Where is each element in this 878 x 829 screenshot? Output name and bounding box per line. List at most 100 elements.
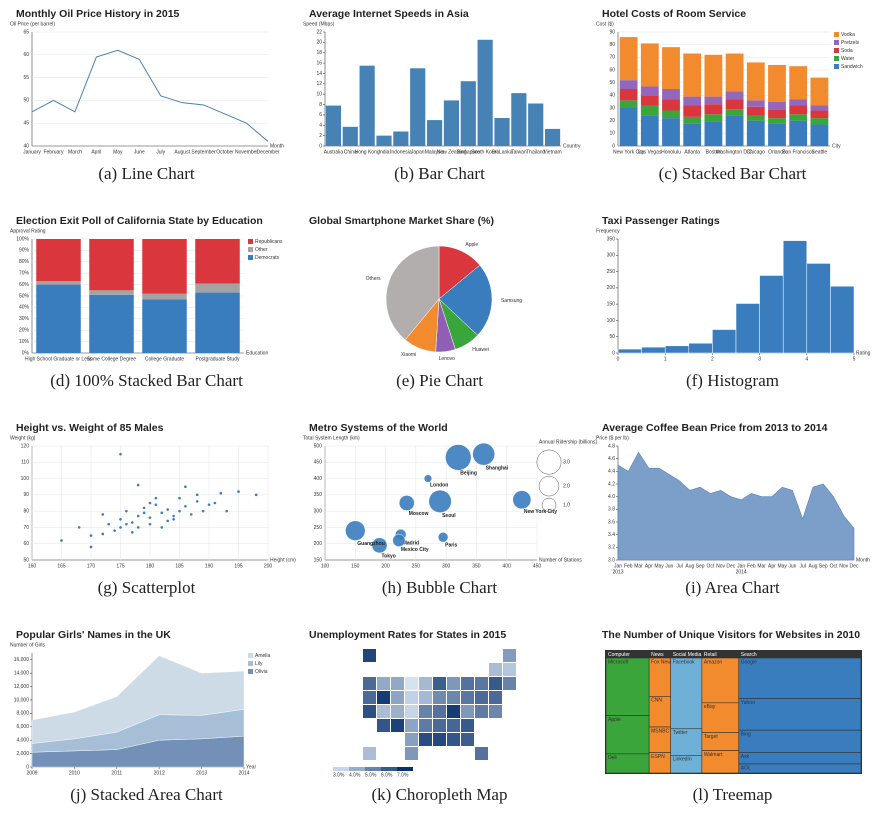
y-tick-label: 14,000 xyxy=(14,670,30,676)
point xyxy=(201,509,205,513)
y-tick-label: 10,000 xyxy=(14,697,30,703)
legend-label: Sandwich xyxy=(841,64,863,70)
y-tick-label: 45 xyxy=(23,121,29,127)
y-tick-label: 10% xyxy=(19,339,30,345)
point xyxy=(89,545,93,549)
y-tick-label: 200 xyxy=(314,541,323,547)
x-tick-label: October xyxy=(216,149,234,155)
treemap-cell xyxy=(738,752,862,765)
x-tick-label: 185 xyxy=(175,563,184,569)
x-tick-label: 300 xyxy=(442,563,451,569)
x-tick-label: Jan xyxy=(614,563,622,569)
y-tick-label: 0 xyxy=(26,764,29,770)
bar-segment xyxy=(810,124,829,146)
legend-label: 7.0% xyxy=(397,772,409,778)
y-tick-label: 70 xyxy=(23,525,29,531)
state xyxy=(461,691,474,704)
x-tick-label: Apr xyxy=(768,563,776,569)
y-axis-label: Oil Price (per barrel) xyxy=(10,21,55,27)
legend-label: 3.0% xyxy=(333,772,345,778)
cell-label: Amazon xyxy=(704,659,723,665)
slice-label: Apple xyxy=(465,242,478,248)
x-tick-label: Oct xyxy=(706,563,714,569)
y-tick-label: 60 xyxy=(23,541,29,547)
caption: (c) Stacked Bar Chart xyxy=(659,164,807,183)
bar-segment xyxy=(810,77,829,106)
x-tick-label: Nov xyxy=(839,563,848,569)
point xyxy=(207,503,211,506)
year-label: 2014 xyxy=(736,569,747,575)
point xyxy=(166,519,169,523)
legend-swatch xyxy=(834,56,839,61)
x-axis-label: Number of Stations xyxy=(539,557,582,563)
y-tick-label: 90 xyxy=(23,492,29,498)
chart-title: Taxi Passenger Ratings xyxy=(602,215,720,227)
y-tick-label: 3.4 xyxy=(608,532,615,538)
bar-segment xyxy=(768,109,786,119)
bar-segment xyxy=(142,239,187,294)
legend-label: 6.0% xyxy=(381,772,393,778)
area xyxy=(617,451,855,561)
y-axis-label: Price ($ per lb) xyxy=(596,435,629,441)
x-tick-label: December xyxy=(256,149,279,155)
histogram-bar xyxy=(664,345,690,354)
y-tick-label: 0 xyxy=(612,350,615,356)
legend-swatch xyxy=(248,653,253,658)
cell-label: Target xyxy=(704,734,719,740)
point xyxy=(148,501,152,505)
state xyxy=(363,691,376,704)
bar-segment xyxy=(619,37,638,81)
bar-segment xyxy=(640,115,659,146)
x-tick-label: November xyxy=(235,149,258,155)
bar-segment xyxy=(142,293,187,300)
x-tick-label: Aug xyxy=(809,563,818,569)
state xyxy=(405,691,418,704)
point xyxy=(219,491,223,495)
bar-segment xyxy=(768,118,786,124)
y-tick-label: 60% xyxy=(19,282,30,288)
group-label: Computer xyxy=(608,652,630,658)
histogram-bar xyxy=(641,346,666,354)
x-tick-label: Jul xyxy=(676,563,682,569)
x-tick-label: Vietnam xyxy=(543,149,561,155)
y-axis-label: Cost ($) xyxy=(596,21,614,27)
bar-segment xyxy=(662,110,680,119)
y-tick-label: 6 xyxy=(319,112,322,118)
caption: (b) Bar Chart xyxy=(394,164,485,183)
x-tick-label: Indonesia xyxy=(390,149,412,155)
point xyxy=(119,517,122,521)
cell-label: Fox News xyxy=(651,659,674,665)
bar xyxy=(376,135,392,146)
histogram-bar xyxy=(830,285,855,354)
x-tick-label: Sep xyxy=(696,563,705,569)
bar-segment xyxy=(36,239,81,282)
x-tick-label: Jun xyxy=(788,563,796,569)
state xyxy=(447,691,460,704)
bar-segment xyxy=(640,95,659,106)
point xyxy=(119,452,122,456)
x-tick-label: Seattle xyxy=(812,149,828,155)
y-tick-label: 30% xyxy=(19,316,30,322)
x-tick-label: India xyxy=(379,149,390,155)
legend-swatch xyxy=(333,767,349,771)
state xyxy=(419,733,432,746)
x-axis-label: Month xyxy=(856,557,870,563)
x-tick-label: 5 xyxy=(853,356,856,362)
bar-segment xyxy=(640,86,659,96)
state xyxy=(419,691,432,704)
y-tick-label: 60 xyxy=(609,67,615,73)
size-legend-bubble xyxy=(541,497,557,513)
bar xyxy=(477,39,493,146)
group-label: Retail xyxy=(704,652,717,658)
x-tick-label: 400 xyxy=(503,563,512,569)
state xyxy=(461,733,474,746)
chart-title: Popular Girls' Names in the UK xyxy=(16,629,171,641)
state xyxy=(461,677,474,690)
year-label: 2013 xyxy=(612,569,623,575)
legend-swatch xyxy=(365,767,381,771)
group-label: Social Media xyxy=(673,652,702,658)
chart-title: Average Internet Speeds in Asia xyxy=(309,8,469,20)
point xyxy=(125,509,128,513)
state xyxy=(489,705,502,718)
y-tick-label: 4.2 xyxy=(608,481,615,487)
